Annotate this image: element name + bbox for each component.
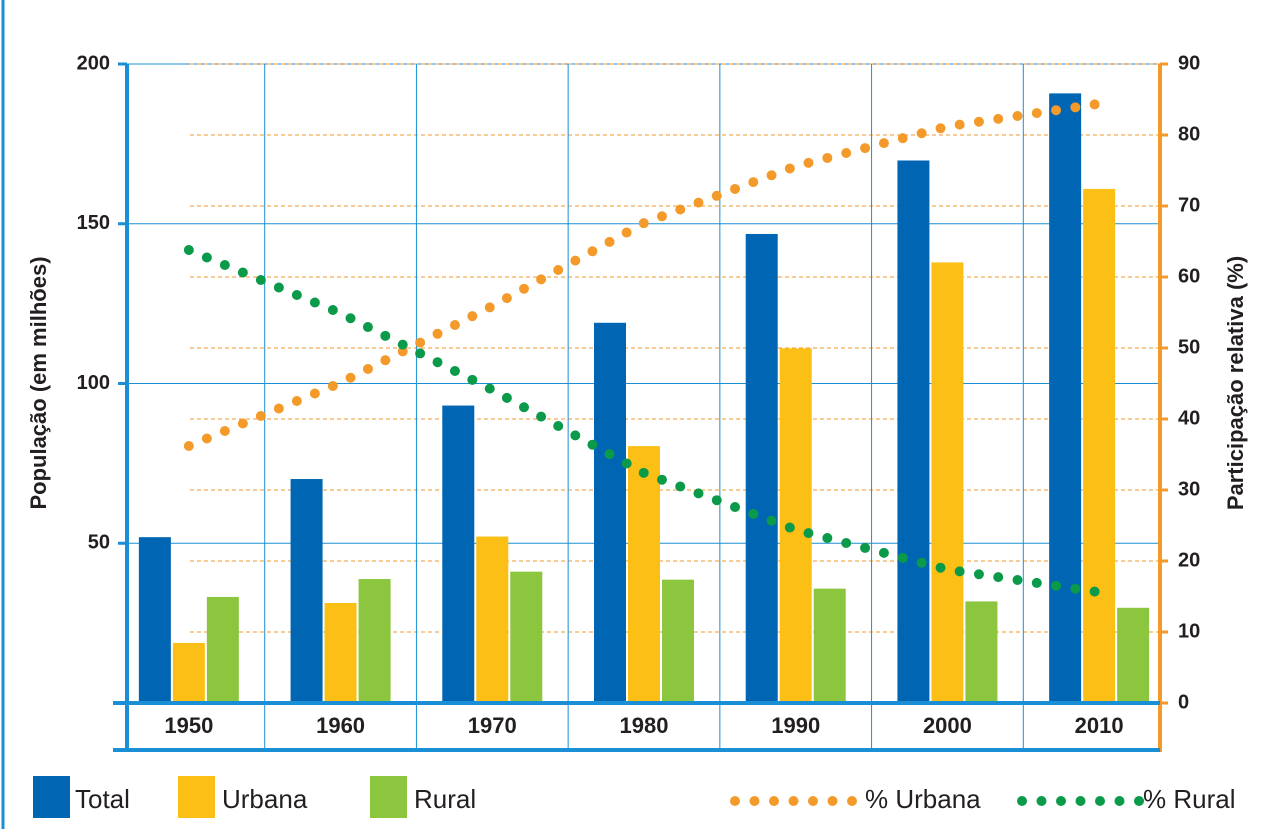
legend-dot <box>1036 796 1047 806</box>
y-tick-label: 200 <box>77 52 110 74</box>
y2-tick-label: 90 <box>1178 52 1200 74</box>
bar <box>662 579 694 703</box>
bar <box>594 322 626 703</box>
legend-dot <box>730 796 740 806</box>
legend-label: % Urbana <box>865 784 981 814</box>
dotted-line <box>183 98 1105 451</box>
legend-label: Urbana <box>222 784 308 814</box>
dotted-line <box>183 245 1105 598</box>
x-tick-label: 1980 <box>620 713 669 738</box>
legend-dot <box>827 796 838 806</box>
y-axis-title: População (em milhões) <box>26 256 51 509</box>
bar <box>138 537 171 703</box>
bar <box>290 479 323 703</box>
x-tick-label: 2010 <box>1075 713 1124 738</box>
y2-tick-label: 0 <box>1178 691 1189 713</box>
x-tick-label: 1990 <box>771 713 820 738</box>
y2-tick-label: 40 <box>1178 407 1200 429</box>
legend-swatch <box>33 776 70 818</box>
x-tick-label: 1960 <box>316 713 365 738</box>
legend-label: Total <box>75 784 130 814</box>
y2-tick-label: 80 <box>1178 123 1200 145</box>
x-tick-label: 2000 <box>923 713 972 738</box>
y-tick-label: 50 <box>88 532 110 554</box>
x-tick-label: 1970 <box>468 713 517 738</box>
bar <box>476 536 509 703</box>
legend-dot <box>1114 796 1125 806</box>
legend-label: Rural <box>414 784 476 814</box>
bar <box>628 446 660 703</box>
y-tick-label: 150 <box>77 212 110 234</box>
legend-dot <box>1095 796 1105 806</box>
bar <box>1083 188 1116 703</box>
y2-tick-label: 10 <box>1178 620 1200 642</box>
bar <box>172 642 205 703</box>
legend-dot <box>847 796 857 806</box>
y2-tick-label: 70 <box>1178 194 1200 216</box>
bar <box>1049 93 1082 704</box>
bar <box>324 602 357 703</box>
y2-axis-title: Participação relativa (%) <box>1223 256 1248 510</box>
legend-dot <box>1056 796 1066 806</box>
legend-dot <box>1017 796 1027 806</box>
legend-dot <box>1075 796 1086 806</box>
y2-tick-label: 30 <box>1178 478 1200 500</box>
bar <box>779 348 812 703</box>
bar <box>745 233 778 703</box>
legend-dot <box>749 796 760 806</box>
bar <box>931 262 964 703</box>
y2-tick-label: 20 <box>1178 549 1200 571</box>
bar <box>510 571 543 703</box>
bar <box>442 405 475 703</box>
legend-swatch <box>178 776 215 818</box>
bar <box>897 160 930 703</box>
bar <box>1117 607 1150 703</box>
legend-swatch <box>370 776 407 818</box>
y-tick-label: 100 <box>77 372 110 394</box>
bar <box>965 601 998 703</box>
x-tick-label: 1950 <box>164 713 213 738</box>
legend-label: % Rural <box>1143 784 1235 814</box>
bar <box>206 596 239 703</box>
legend-dot <box>769 796 779 806</box>
bar <box>813 588 846 703</box>
legend-dot <box>788 796 799 806</box>
y2-tick-label: 50 <box>1178 336 1200 358</box>
y2-tick-label: 60 <box>1178 265 1200 287</box>
legend-dot <box>1134 796 1144 806</box>
bar <box>358 579 391 703</box>
legend-dot <box>808 796 818 806</box>
